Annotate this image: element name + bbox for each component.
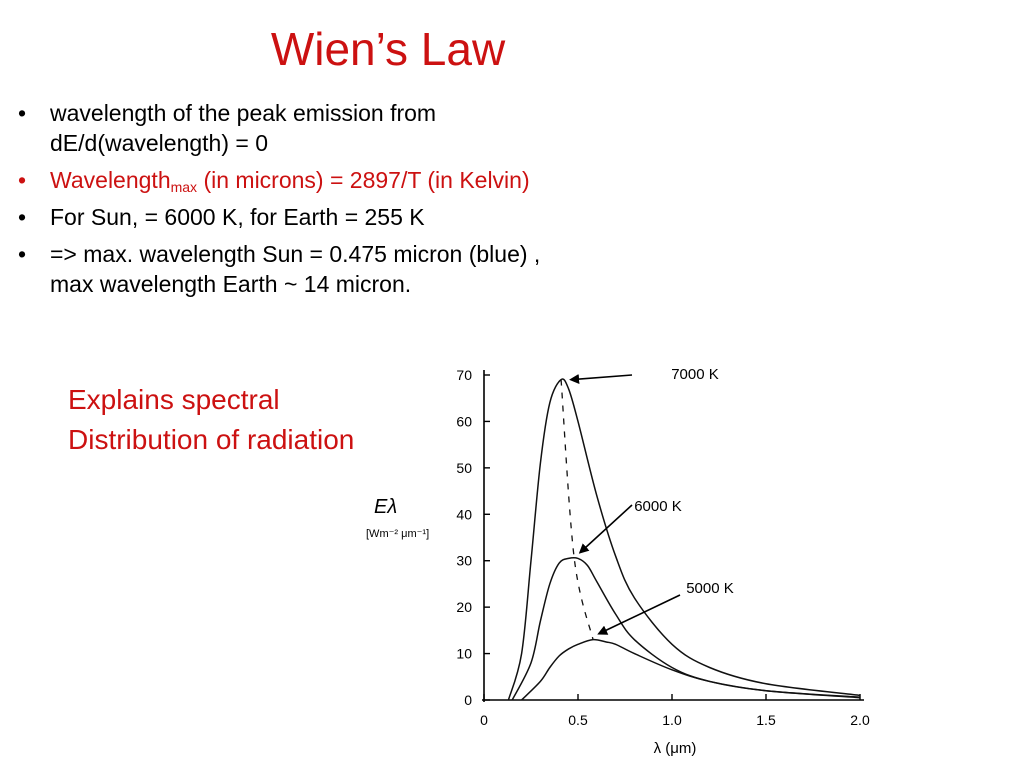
x-axis-label: λ (μm) (654, 740, 697, 757)
bullet-item: • wavelength of the peak emission from d… (18, 98, 718, 158)
y-tick-label: 10 (456, 646, 472, 662)
annotation-arrow (578, 504, 633, 554)
annotation-label-7000k: 7000 K (671, 366, 719, 383)
formula-subscript: max (170, 179, 198, 195)
bullet-text-continued: max wavelength Earth ~ 14 micron. (50, 271, 412, 297)
y-tick-label: 70 (456, 367, 472, 383)
bullet-icon: • (18, 241, 27, 267)
bullet-icon: • (18, 167, 27, 193)
y-tick-label: 40 (456, 506, 472, 522)
series-line-5000k (521, 638, 861, 701)
y-tick-label: 60 (456, 413, 472, 429)
y-tick-label: 20 (456, 599, 472, 615)
planck-curves-chart: 0 10 20 30 40 50 60 70 0 0.5 1.0 1.5 2.0 7000 K 6000 … (366, 366, 870, 757)
x-tick-label: 1.0 (662, 712, 682, 728)
chart-axes: 0 10 20 30 40 50 60 70 0 0.5 1.0 1.5 2.0 (456, 367, 870, 728)
y-tick-label: 50 (456, 460, 472, 476)
y-axis-label: Eλ (374, 496, 397, 518)
chart-curves (507, 378, 861, 701)
formula-prefix: Wavelength (50, 167, 171, 193)
x-tick-label: 1.5 (756, 712, 776, 728)
bullet-icon: • (18, 204, 27, 230)
bullet-icon: • (18, 100, 27, 126)
formula-rest: (in microns) = 2897/T (in Kelvin) (197, 167, 530, 193)
annotation-arrow (597, 594, 681, 635)
slide-title: Wien’s Law (270, 23, 506, 75)
callout-line-1: Explains spectral (68, 384, 280, 415)
callout-line-2: Distribution of radiation (68, 424, 355, 455)
annotation-label-5000k: 5000 K (686, 580, 734, 597)
series-line-7000k (507, 378, 861, 701)
callout-text: Explains spectral Distribution of radiat… (68, 380, 354, 460)
bullet-text-continued: dE/d(wavelength) = 0 (50, 130, 268, 156)
y-tick-label: 30 (456, 553, 472, 569)
y-axis-units: [Wm⁻² μm⁻¹] (366, 528, 429, 540)
x-tick-label: 0 (480, 712, 488, 728)
x-tick-label: 2.0 (850, 712, 870, 728)
bullet-text: For Sun, = 6000 K, for Earth = 255 K (50, 204, 425, 230)
bullet-text: wavelength of the peak emission from (50, 100, 437, 126)
bullet-item: • => max. wavelength Sun = 0.475 micron … (18, 239, 718, 299)
series-line-6000k (511, 556, 861, 701)
chart-annotations: 7000 K 6000 K 5000 K (569, 366, 734, 635)
x-tick-label: 0.5 (568, 712, 588, 728)
bullet-item-formula: • Wavelengthmax (in microns) = 2897/T (i… (18, 165, 718, 195)
bullet-list: • wavelength of the peak emission from d… (18, 98, 718, 306)
bullet-item: • For Sun, = 6000 K, for Earth = 255 K (18, 202, 718, 232)
annotation-arrow (569, 374, 633, 385)
y-tick-label: 0 (464, 692, 472, 708)
annotation-label-6000k: 6000 K (634, 498, 682, 515)
bullet-text: => max. wavelength Sun = 0.475 micron (b… (50, 241, 541, 267)
